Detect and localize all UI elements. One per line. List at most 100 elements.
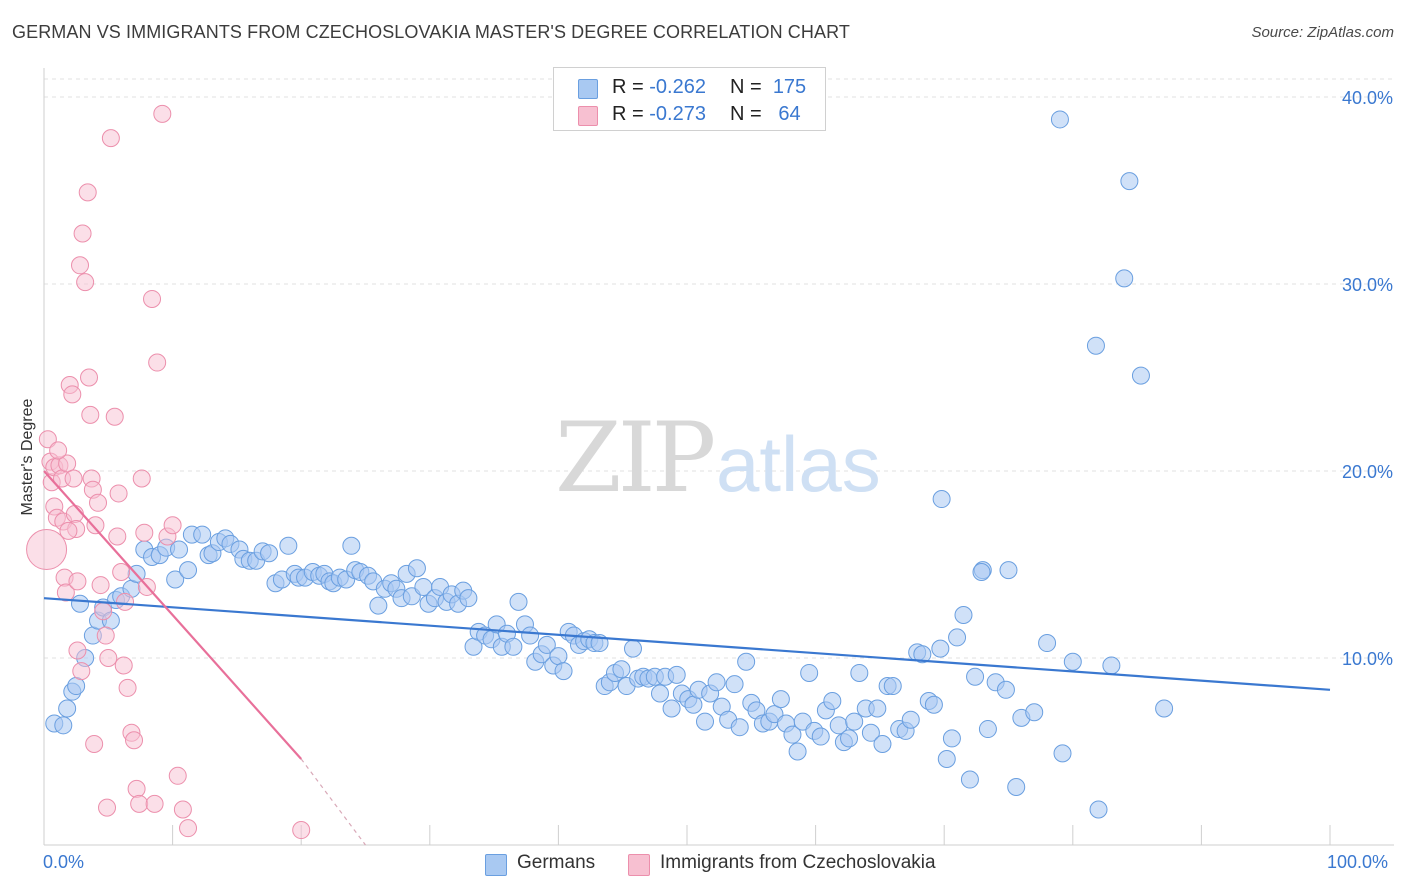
data-point-germans [737, 652, 756, 671]
y-tick-labels: 10.0% 20.0% 30.0% 40.0% [1342, 88, 1393, 669]
data-point-germans [937, 749, 956, 768]
data-point-czech [127, 779, 146, 798]
legend-swatch-czech [628, 854, 650, 876]
data-point-czech [116, 592, 135, 611]
data-point-germans [1007, 778, 1026, 797]
data-point-germans [71, 594, 90, 613]
data-point-czech [108, 527, 127, 546]
data-point-czech [49, 441, 68, 460]
data-point-czech [105, 407, 124, 426]
data-point-germans [260, 544, 279, 563]
data-point-germans [783, 725, 802, 744]
data-point-germans [696, 712, 715, 731]
watermark-atlas: atlas [716, 420, 881, 508]
data-point-czech [143, 289, 162, 308]
data-point-germans [707, 673, 726, 692]
data-point-germans [924, 695, 943, 714]
data-point-czech [125, 731, 144, 750]
data-point-germans [823, 692, 842, 711]
data-point-germans [1063, 652, 1082, 671]
data-point-germans [279, 536, 298, 555]
data-point-germans [948, 628, 967, 647]
legend-r-value-germans: -0.262 [649, 76, 706, 98]
y-tick-label: 30.0% [1342, 275, 1393, 295]
legend-swatch-czech [578, 106, 598, 126]
data-point-czech [68, 641, 87, 660]
data-point-germans [1050, 110, 1069, 129]
data-point-germans [771, 690, 790, 709]
data-point-germans [662, 699, 681, 718]
data-point-germans [996, 680, 1015, 699]
data-point-germans [54, 716, 73, 735]
data-point-germans [845, 712, 864, 731]
data-point-germans [179, 561, 198, 580]
data-point-germans [850, 663, 869, 682]
data-point-germans [788, 742, 807, 761]
data-point-germans [861, 723, 880, 742]
data-point-germans [623, 639, 642, 658]
data-point-germans [684, 695, 703, 714]
data-point-czech [64, 469, 83, 488]
data-point-germans [342, 536, 361, 555]
data-point-czech [26, 529, 68, 571]
data-point-czech [65, 505, 84, 524]
chart-title: GERMAN VS IMMIGRANTS FROM CZECHOSLOVAKIA… [12, 22, 850, 42]
data-point-czech [135, 523, 154, 542]
data-point-czech [168, 766, 187, 785]
data-point-czech [118, 678, 137, 697]
data-point-germans [966, 667, 985, 686]
data-point-germans [1089, 800, 1108, 819]
legend-n-value-czech: 64 [778, 103, 801, 125]
data-point-germans [166, 570, 185, 589]
data-point-germans [1120, 172, 1139, 191]
data-point-czech [173, 800, 192, 819]
data-point-czech [81, 405, 100, 424]
data-point-germans [972, 562, 991, 581]
data-point-czech [91, 576, 110, 595]
x-tick-label-max: 100.0% [1327, 852, 1389, 872]
data-point-czech [94, 602, 113, 621]
data-point-czech [80, 368, 99, 387]
data-point-czech [114, 656, 133, 675]
watermark-zip: ZIP [555, 402, 714, 514]
data-point-germans [873, 735, 892, 754]
data-point-czech [89, 493, 108, 512]
y-tick-label: 20.0% [1342, 462, 1393, 482]
data-point-czech [59, 521, 78, 540]
data-point-czech [153, 104, 172, 123]
data-point-germans [960, 770, 979, 789]
data-point-germans [840, 729, 859, 748]
gridlines [44, 78, 1394, 659]
legend-r-label: R = [612, 103, 644, 125]
legend-n-label: N = [730, 103, 762, 125]
data-point-germans [883, 677, 902, 696]
data-point-germans [932, 490, 951, 509]
data-point-germans [913, 645, 932, 664]
correlation-legend: R = -0.262 N = 175 R = -0.273 N = 64 [553, 67, 826, 131]
data-point-germans [58, 699, 77, 718]
data-point-germans [537, 635, 556, 654]
data-point-germans [1102, 656, 1121, 675]
data-point-germans [407, 559, 426, 578]
data-point-germans [931, 639, 950, 658]
x-tick-label-min: 0.0% [43, 852, 85, 872]
data-point-czech [132, 469, 151, 488]
data-point-germans [369, 596, 388, 615]
data-point-germans [509, 592, 528, 611]
data-point-germans [901, 710, 920, 729]
data-point-germans [667, 665, 686, 684]
data-point-germans [170, 540, 189, 559]
legend-n-label: N = [730, 76, 762, 98]
data-point-czech [85, 735, 104, 754]
germans-points [45, 110, 1174, 819]
legend-swatch-germans [578, 79, 598, 99]
data-point-germans [725, 675, 744, 694]
data-point-germans [1038, 634, 1057, 653]
czech-points [26, 104, 311, 840]
data-point-czech [78, 183, 97, 202]
data-point-germans [942, 729, 961, 748]
data-point-czech [86, 516, 105, 535]
data-point-czech [72, 662, 91, 681]
data-point-germans [549, 647, 568, 666]
legend-r-value-czech: -0.273 [649, 103, 706, 125]
